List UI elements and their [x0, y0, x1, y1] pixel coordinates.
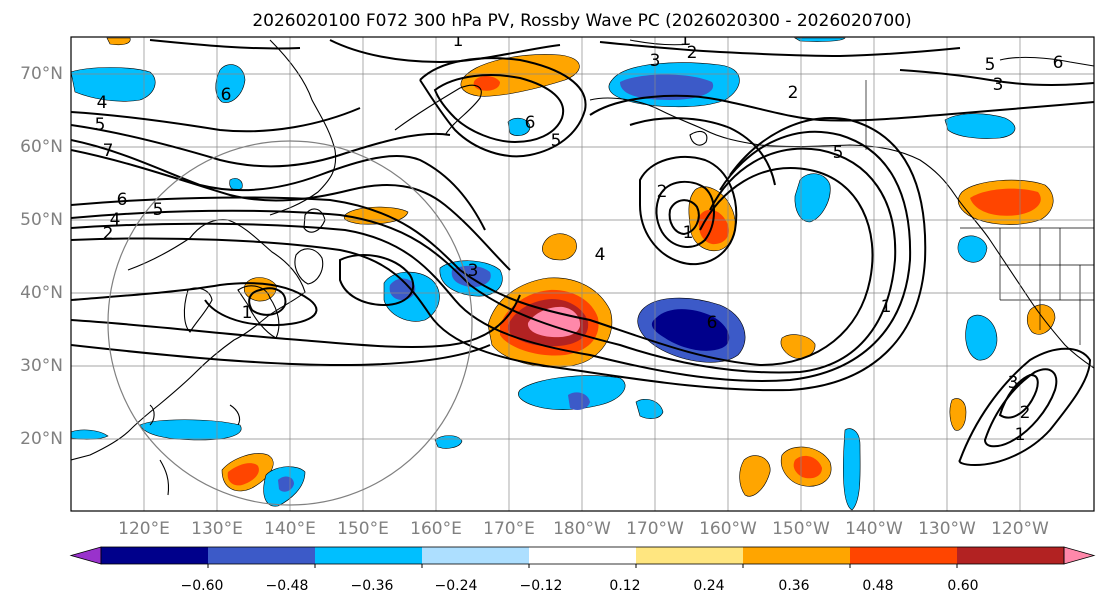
lat-label: 70°N — [20, 64, 63, 84]
contour-label: 2 — [788, 83, 799, 103]
contour-label: 3 — [993, 75, 1004, 95]
contour-label: 6 — [1053, 53, 1064, 73]
colorbar-frame — [100, 546, 1065, 565]
lon-label: 180°W — [553, 519, 611, 539]
contour-label: 1 — [242, 303, 253, 323]
colorbar-tick-label: 0.12 — [609, 578, 640, 594]
lon-label: 170°E — [483, 519, 535, 539]
lon-label: 160°E — [410, 519, 462, 539]
lat-label: 20°N — [20, 429, 63, 449]
colorbar-tick-label: 0.24 — [693, 578, 724, 594]
contour-label: 1 — [1015, 425, 1026, 445]
contour-label: 5 — [153, 200, 164, 220]
contour-labels: 1 1 2 3 2 3 6 5 4 5 7 6 5 4 2 5 6 5 2 1 … — [95, 30, 1064, 445]
coastlines — [71, 39, 1094, 496]
contour-label: 5 — [95, 115, 106, 135]
lon-label: 170°W — [626, 519, 684, 539]
lat-label: 40°N — [20, 283, 63, 303]
contour-label: 7 — [103, 141, 114, 161]
lon-label: 140°E — [264, 519, 316, 539]
contour-label: 3 — [650, 51, 661, 71]
lon-label: 120°W — [991, 519, 1049, 539]
colorbar-tick-label: 0.48 — [862, 578, 893, 594]
contour-label: 1 — [680, 30, 691, 50]
colorbar-bin — [529, 547, 637, 564]
region-circle — [107, 140, 473, 506]
colorbar-segments — [69, 546, 1096, 565]
colorbar-extension-max — [1063, 546, 1096, 565]
contour-label: 2 — [1020, 403, 1031, 423]
colorbar-tick-label: −0.48 — [266, 578, 309, 594]
figure-title: 2026020100 F072 300 hPa PV, Rossby Wave … — [252, 11, 911, 31]
contour-label: 6 — [525, 113, 536, 133]
contour-label: 3 — [1008, 373, 1019, 393]
colorbar-bin — [850, 547, 958, 564]
colorbar-bin — [636, 547, 744, 564]
contour-label: 6 — [117, 190, 128, 210]
lon-label: 140°W — [845, 519, 903, 539]
colorbar-ticks — [207, 564, 958, 568]
contour-label: 1 — [683, 223, 694, 243]
pv-contours — [71, 39, 1094, 467]
lon-label: 160°W — [699, 519, 757, 539]
contour-label: 2 — [657, 182, 668, 202]
contour-label: 4 — [110, 210, 121, 230]
colorbar-tick-label: 0.60 — [947, 578, 978, 594]
lon-label: 150°W — [772, 519, 830, 539]
lon-label: 120°E — [118, 519, 170, 539]
lat-axis: 70°N 60°N 50°N 40°N 30°N 20°N — [20, 64, 63, 449]
contour-label: 1 — [881, 297, 892, 317]
colorbar-bin — [422, 547, 530, 564]
contour-label: 4 — [595, 245, 606, 265]
contour-label: 1 — [453, 31, 464, 51]
lon-label: 130°W — [918, 519, 976, 539]
colorbar-bin — [743, 547, 851, 564]
colorbar-extension-min — [69, 546, 102, 565]
contour-label: 2 — [103, 224, 114, 244]
colorbar: −0.60 −0.48 −0.36 −0.24 −0.12 0.12 0.24 … — [69, 546, 1096, 594]
contour-label: 6 — [707, 313, 718, 333]
lat-label: 50°N — [20, 210, 63, 230]
contour-label: 2 — [687, 43, 698, 63]
lon-label: 150°E — [337, 519, 389, 539]
lat-label: 60°N — [20, 137, 63, 157]
colorbar-tick-label: −0.24 — [435, 578, 478, 594]
colorbar-bin — [957, 547, 1065, 564]
colorbar-bin — [101, 547, 209, 564]
contour-label: 5 — [833, 143, 844, 163]
lat-label: 30°N — [20, 356, 63, 376]
lon-axis: 120°E 130°E 140°E 150°E 160°E 170°E 180°… — [118, 519, 1049, 539]
colorbar-tick-label: 0.36 — [778, 578, 809, 594]
colorbar-tick-label: −0.60 — [181, 578, 224, 594]
contour-label: 4 — [97, 93, 108, 113]
lon-label: 130°E — [191, 519, 243, 539]
colorbar-bin — [208, 547, 316, 564]
colorbar-tick-label: −0.36 — [351, 578, 394, 594]
anomaly-shading — [71, 37, 1056, 511]
map-frame — [70, 36, 1095, 512]
contour-label: 5 — [551, 131, 562, 151]
map-panel: 1 1 2 3 2 3 6 5 4 5 7 6 5 4 2 5 6 5 2 1 … — [71, 30, 1094, 511]
contour-label: 3 — [468, 261, 479, 281]
contour-label: 6 — [221, 85, 232, 105]
borders — [865, 80, 1094, 345]
colorbar-bin — [315, 547, 423, 564]
contour-label: 5 — [985, 55, 996, 75]
colorbar-tick-label: −0.12 — [520, 578, 563, 594]
